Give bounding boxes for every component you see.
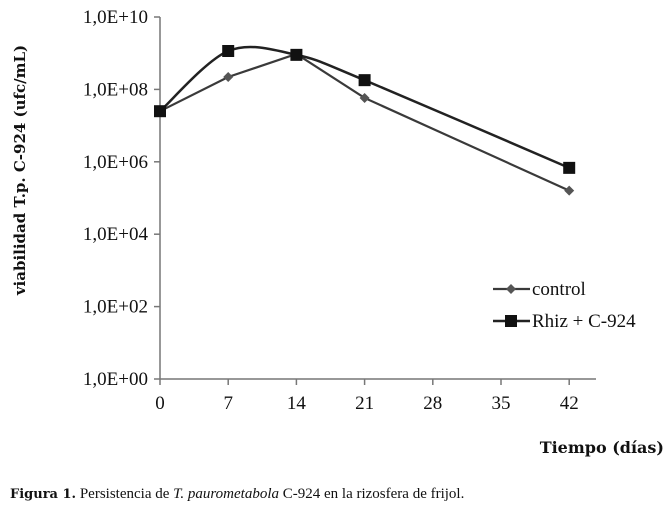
legend-marker bbox=[505, 315, 517, 327]
legend-label: Rhiz + C-924 bbox=[532, 311, 636, 332]
y-axis-ticks: 1,0E+00 1,0E+02 1,0E+04 1,0E+06 1,0E+08 1,0E+… bbox=[83, 7, 160, 390]
chart: 1,0E+00 1,0E+02 1,0E+04 1,0E+06 1,0E+08 1,0E+… bbox=[11, 7, 664, 457]
x-tick-label: 35 bbox=[492, 393, 511, 414]
y-tick-label: 1,0E+08 bbox=[83, 79, 148, 100]
caption-label: Figura 1. bbox=[10, 487, 77, 502]
data-point bbox=[564, 185, 575, 196]
caption-text-after: C-924 en la rizosfera de frijol. bbox=[279, 486, 465, 502]
data-point bbox=[154, 105, 166, 118]
data-point bbox=[290, 48, 303, 61]
x-tick-label: 28 bbox=[423, 393, 442, 414]
legend-label: control bbox=[532, 279, 586, 300]
series-rhiz-c924 bbox=[154, 45, 576, 174]
figure-caption: Figura 1. Persistencia de T. paurometabo… bbox=[10, 486, 464, 503]
y-tick-label: 1,0E+00 bbox=[83, 369, 148, 390]
x-tick-label: 21 bbox=[355, 393, 374, 414]
x-tick-label: 0 bbox=[155, 393, 165, 414]
y-tick-label: 1,0E+06 bbox=[83, 152, 148, 173]
series-line bbox=[159, 45, 570, 170]
legend: control Rhiz + C-924 bbox=[493, 279, 636, 332]
y-tick-label: 1,0E+04 bbox=[83, 224, 149, 245]
data-point bbox=[222, 45, 235, 58]
data-point bbox=[223, 72, 234, 83]
data-point bbox=[563, 161, 576, 174]
axes bbox=[159, 17, 596, 380]
series-control bbox=[155, 49, 575, 196]
data-point bbox=[358, 74, 371, 87]
legend-marker bbox=[506, 284, 516, 294]
series-layer bbox=[154, 45, 576, 196]
data-point bbox=[359, 92, 370, 103]
x-tick-label: 14 bbox=[287, 393, 307, 414]
y-tick-label: 1,0E+02 bbox=[83, 297, 148, 318]
x-axis-ticks: 0 7 14 21 28 35 42 bbox=[155, 379, 579, 414]
y-tick-label: 1,0E+10 bbox=[83, 7, 148, 28]
caption-text-before: Persistencia de bbox=[76, 486, 174, 502]
y-axis-label: viabilidad T.p. C-924 (ufc/mL) bbox=[11, 45, 29, 296]
x-axis-label: Tiempo (días) bbox=[540, 438, 664, 457]
caption-species: T. paurometabola bbox=[173, 486, 279, 502]
x-tick-label: 42 bbox=[560, 393, 579, 414]
x-tick-label: 7 bbox=[223, 393, 233, 414]
